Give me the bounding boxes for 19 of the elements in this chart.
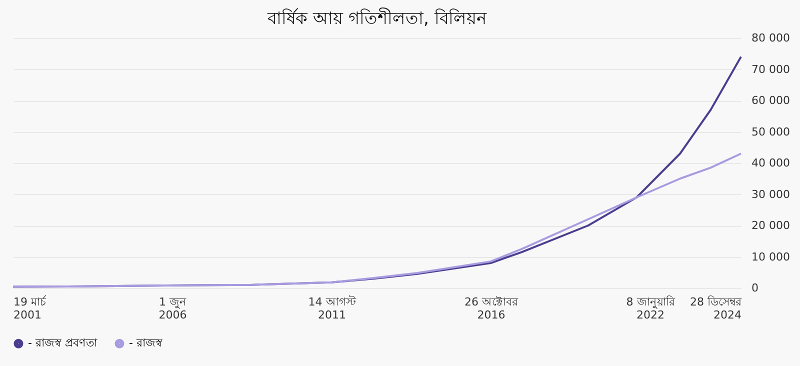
- x-tick-label: 8 জানুয়ারি 2022: [626, 296, 676, 322]
- line-series: [12, 152, 742, 288]
- y-tick-label: 60 000: [752, 94, 790, 107]
- y-tick-label: 40 000: [752, 156, 790, 170]
- x-tick-label: 26 অক্টোবর 2016: [464, 296, 520, 322]
- y-tick-label: 50 000: [752, 125, 790, 138]
- x-tick-label: 1 জুন 2006: [158, 296, 187, 322]
- legend-label: - রাজস্ব: [129, 336, 162, 350]
- x-tick-label: 19 মার্চ 2001: [14, 296, 47, 322]
- legend-label: - রাজস্ব প্রবণতা: [28, 336, 98, 350]
- y-tick-label: 80 000: [752, 32, 790, 44]
- chart-title: বার্ষিক আয় গতিশীলতা, বিলিয়ন: [266, 8, 488, 29]
- y-tick-label: 10 000: [752, 250, 790, 264]
- y-tick-label: 30 000: [752, 188, 790, 201]
- y-tick-label: 20 000: [752, 219, 790, 232]
- y-tick-label: 0: [752, 282, 758, 294]
- x-tick-label: 14 আগস্ট 2011: [308, 296, 357, 322]
- y-tick-label: 70 000: [752, 62, 790, 76]
- x-tick-label: 28 ডিসেম্বর 2024: [690, 296, 742, 322]
